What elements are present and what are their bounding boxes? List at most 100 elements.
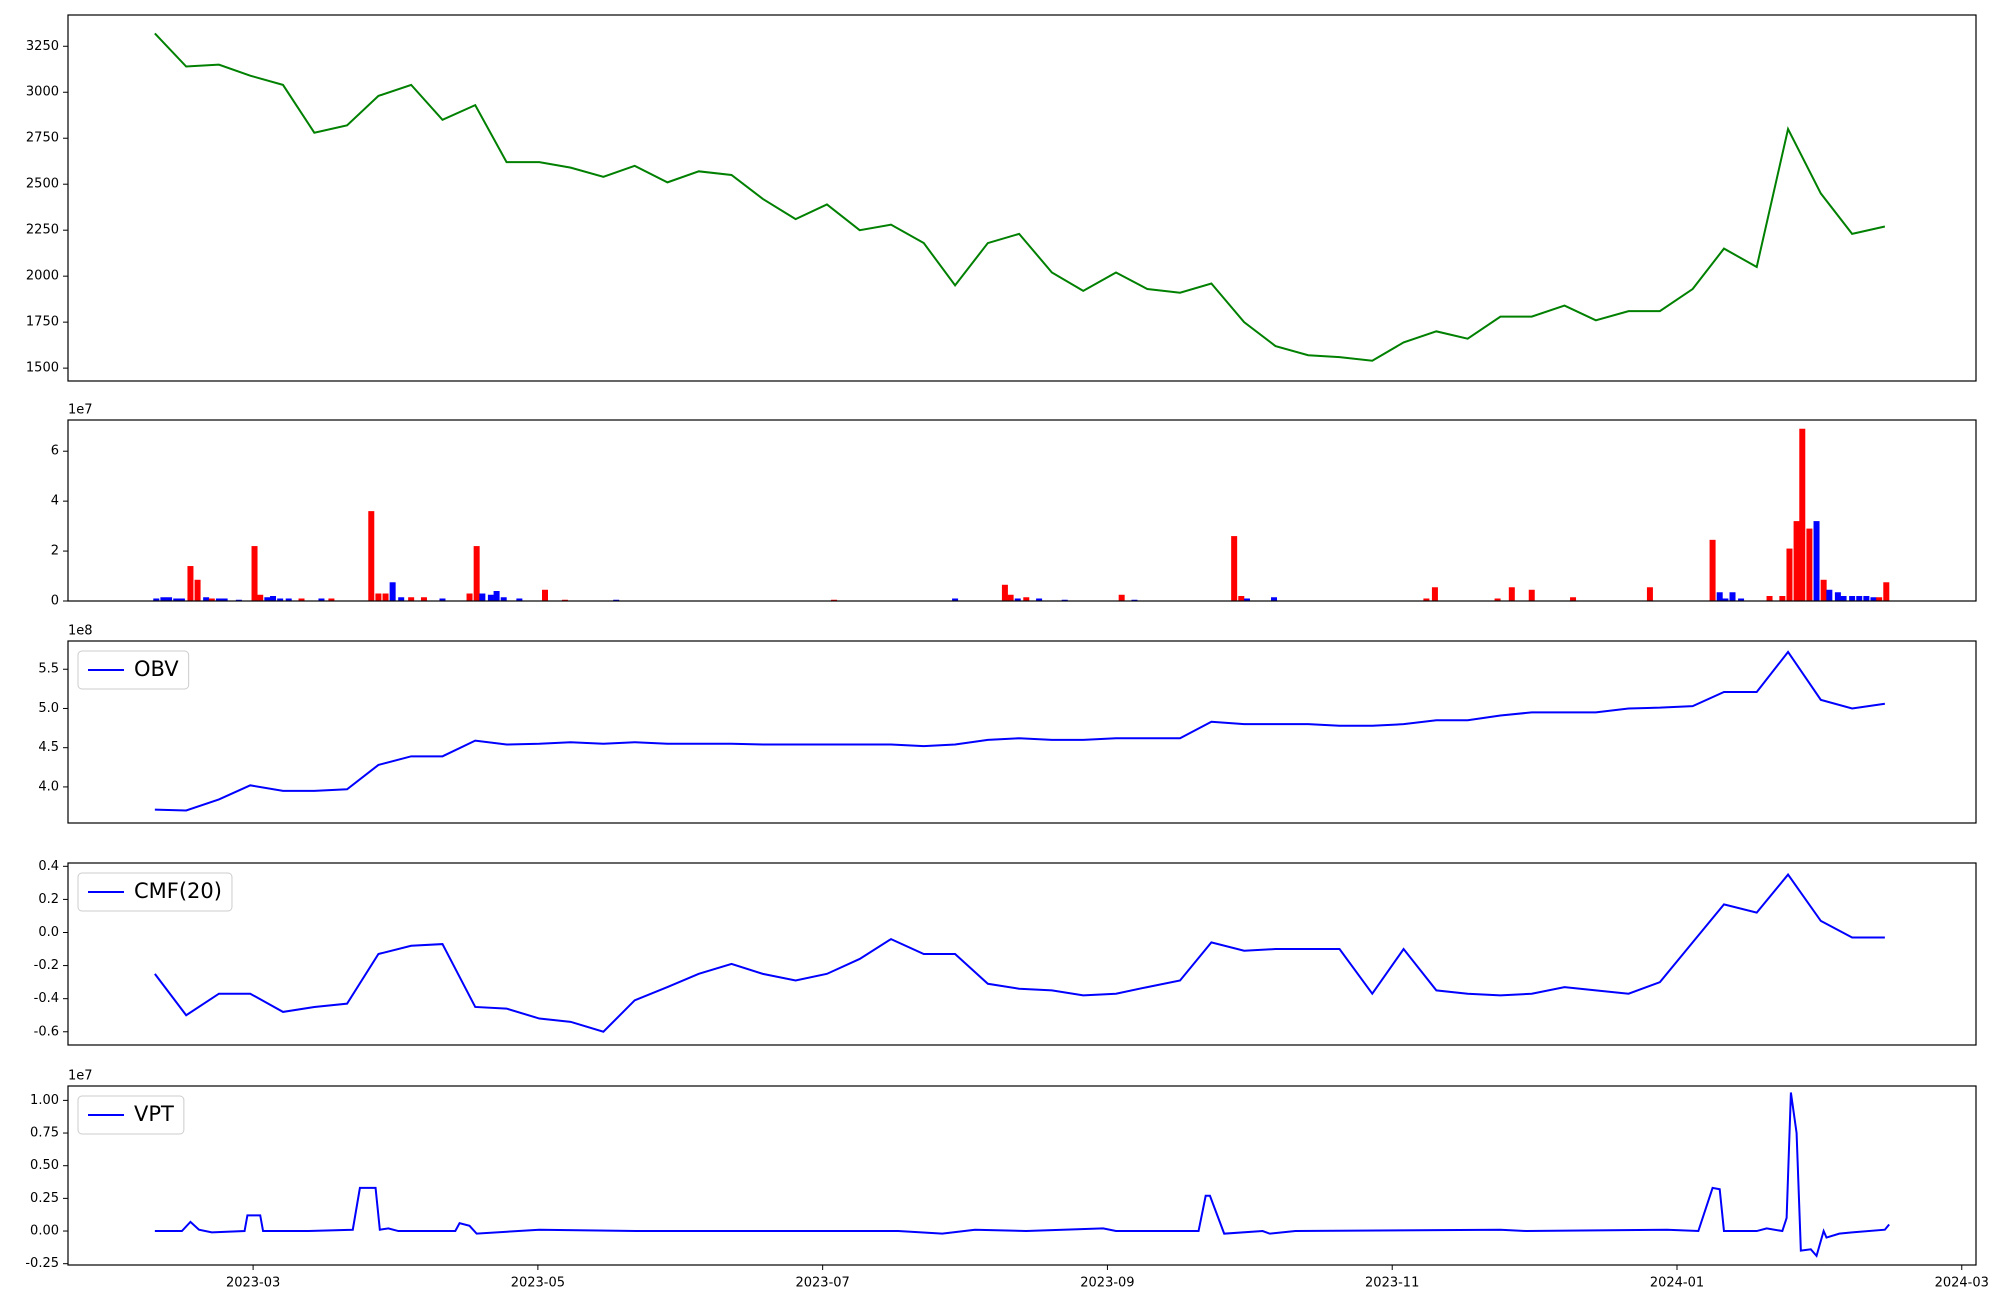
y-tick-label: 1500: [26, 361, 59, 376]
x-tick-label: 2023-09: [1080, 1276, 1134, 1291]
bar: [208, 598, 215, 601]
data-line: [154, 650, 1886, 812]
y-tick-label: 4.5: [38, 740, 59, 755]
y-tick-label: 0.50: [30, 1158, 59, 1173]
legend-box: [77, 872, 233, 912]
bar: [1243, 598, 1250, 601]
bar: [466, 593, 473, 601]
bar: [613, 599, 620, 601]
y-tick-label: 4.0: [38, 779, 59, 794]
bar: [500, 597, 507, 601]
bar: [1826, 589, 1833, 601]
bar: [952, 598, 959, 601]
panel: 4.0 4.5 5.0 5.5 1e8 OBV: [38, 624, 1977, 824]
bar: [831, 599, 838, 601]
panel: -0.6 -0.4 -0.2 0.0 0.2 0.4 CMF(20): [34, 859, 1977, 1046]
x-tick-label: 2024-01: [1650, 1276, 1704, 1291]
bar: [1729, 592, 1736, 601]
bar: [270, 596, 277, 601]
bar: [328, 598, 335, 601]
bar: [1806, 528, 1813, 601]
bar: [1646, 587, 1653, 601]
bar: [1061, 599, 1068, 601]
bar: [203, 597, 210, 601]
bar: [187, 566, 194, 601]
bar: [516, 598, 523, 601]
data-line: [154, 872, 1885, 1033]
bar: [1840, 596, 1847, 601]
x-tick-label: 2023-07: [795, 1276, 849, 1291]
bar: [1023, 597, 1030, 601]
y-tick-label: 2500: [26, 177, 59, 192]
y-tick-label: 2750: [26, 131, 59, 146]
bar: [160, 597, 167, 601]
x-tick-label: 2024-03: [1935, 1276, 1989, 1291]
bar: [1766, 596, 1773, 601]
bar: [382, 593, 389, 601]
bar: [153, 598, 160, 601]
y-tick-label: 0.0: [38, 925, 59, 940]
y-tick-label: 0.00: [30, 1224, 59, 1239]
bar: [235, 599, 242, 601]
y-tick-label: 3000: [26, 85, 59, 100]
legend-label: OBV: [134, 657, 179, 681]
y-tick-label: -0.25: [25, 1256, 59, 1271]
bar: [398, 597, 405, 601]
bar: [487, 594, 494, 601]
x-tick-label: 2023-11: [1365, 1276, 1419, 1291]
y-tick-label: 6: [51, 444, 59, 459]
bar: [1014, 598, 1021, 601]
bar: [257, 594, 264, 601]
bar: [1231, 536, 1238, 601]
y-tick-label: 0.25: [30, 1191, 59, 1206]
bar: [1799, 428, 1806, 601]
y-tick-label: 1.00: [30, 1093, 59, 1108]
bar: [1738, 598, 1745, 601]
bar: [1528, 589, 1535, 601]
bar: [1431, 587, 1438, 601]
plot-frame: [67, 14, 1977, 382]
y-tick-label: 0.4: [38, 859, 59, 874]
bar: [1786, 548, 1793, 601]
bar: [1870, 597, 1877, 601]
bar: [194, 579, 201, 601]
bar: [1494, 598, 1501, 601]
bar: [542, 589, 548, 601]
plot-frame: [67, 862, 1977, 1046]
y-tick-label: -0.2: [34, 958, 59, 973]
bar: [1883, 582, 1890, 601]
bar: [178, 598, 185, 601]
bar: [1856, 596, 1863, 601]
plot-frame: [67, 640, 1977, 824]
bar: [277, 598, 284, 601]
bar: [1722, 598, 1729, 601]
offset-text: 1e7: [68, 403, 93, 418]
data-line: [154, 1092, 1890, 1258]
y-tick-label: 0: [51, 594, 59, 609]
bar: [1238, 596, 1245, 601]
bar: [1131, 599, 1138, 601]
y-tick-label: 0.2: [38, 892, 59, 907]
bar: [1863, 596, 1870, 601]
bar: [166, 597, 173, 601]
bar: [1813, 521, 1820, 601]
x-tick-label: 2023-05: [511, 1276, 565, 1291]
bar: [389, 582, 396, 601]
y-tick-label: 4: [51, 494, 59, 509]
bar: [1508, 587, 1515, 601]
legend-box: [77, 650, 190, 690]
x-tick-label: 2023-03: [226, 1276, 280, 1291]
bar: [439, 598, 446, 601]
bar: [251, 546, 258, 601]
legend-label: VPT: [134, 1102, 174, 1126]
plot-frame: [67, 1085, 1977, 1266]
bar: [1876, 597, 1883, 601]
bar: [1793, 521, 1800, 601]
legend-box: [77, 1095, 185, 1135]
bar: [1709, 539, 1716, 601]
bar: [368, 511, 375, 601]
bar: [561, 599, 568, 601]
bar: [298, 598, 305, 601]
panel: -0.25 0.00 0.25 0.50 0.75 1.00 1e7 VPT 2023-03 20…: [25, 1069, 1989, 1291]
